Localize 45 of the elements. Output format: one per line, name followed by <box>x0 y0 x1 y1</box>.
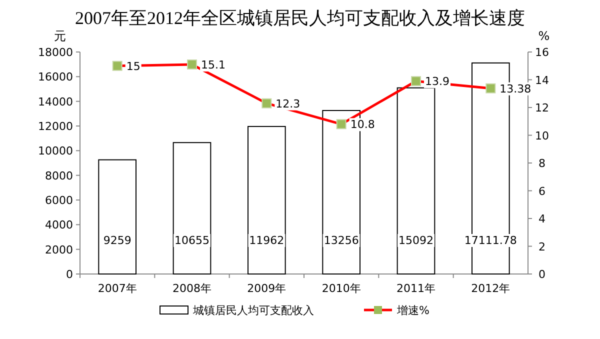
data-label: 11962 <box>249 234 284 247</box>
x-tick-label: 2009年 <box>247 282 286 295</box>
y2-tick-label: 8 <box>538 157 546 170</box>
y2-tick-label: 2 <box>538 240 546 254</box>
y-tick-label: 18000 <box>38 46 73 59</box>
data-label: 13256 <box>324 234 359 247</box>
y-tick-label: 10000 <box>38 144 73 158</box>
legend-label: 城镇居民人均可支配收入 <box>192 304 314 317</box>
bar <box>172 142 212 274</box>
data-label: 10655 <box>174 234 210 247</box>
x-tick-label: 2007年 <box>98 282 137 295</box>
legend-label: 增速% <box>396 304 430 317</box>
data-label: 12.3 <box>276 97 300 110</box>
y-tick-label: 14000 <box>38 95 73 108</box>
y-axis-title: 元 <box>54 29 66 43</box>
data-label: 13.38 <box>500 82 532 96</box>
x-tick-label: 2011年 <box>396 282 436 295</box>
y2-tick-label: 6 <box>538 184 546 198</box>
data-label: 9259 <box>103 234 132 247</box>
data-label: 17111.78 <box>464 234 517 247</box>
y2-tick-label: 10 <box>535 129 549 142</box>
y-tick-label: 2000 <box>45 243 73 256</box>
data-label: 10.8 <box>350 118 375 132</box>
y2-tick-label: 0 <box>538 268 546 281</box>
data-label: 13.9 <box>425 75 450 88</box>
y2-tick-label: 12 <box>535 102 549 114</box>
x-tick-label: 2008年 <box>172 282 212 295</box>
bar <box>98 159 136 274</box>
x-tick-label: 2010年 <box>322 282 361 295</box>
y-tick-label: 12000 <box>38 120 73 133</box>
bar <box>248 126 286 274</box>
data-label: 15092 <box>398 234 434 247</box>
data-label: 15.1 <box>201 58 226 72</box>
y-tick-label: 0 <box>66 268 73 281</box>
y2-tick-label: 14 <box>535 74 549 87</box>
x-tick-label: 2012年 <box>471 282 510 295</box>
y-tick-label: 16000 <box>38 70 73 84</box>
data-label: 15 <box>126 60 140 73</box>
chart-title: 2007年至2012年全区城镇居民人均可支配收入及增长速度 <box>75 8 525 28</box>
y2-tick-label: 4 <box>538 212 546 226</box>
y2-axis-title: % <box>538 29 550 43</box>
y2-tick-label: 16 <box>535 46 549 59</box>
y-tick-label: 8000 <box>45 169 73 182</box>
y-tick-label: 6000 <box>45 194 73 207</box>
y-tick-label: 4000 <box>45 218 73 232</box>
